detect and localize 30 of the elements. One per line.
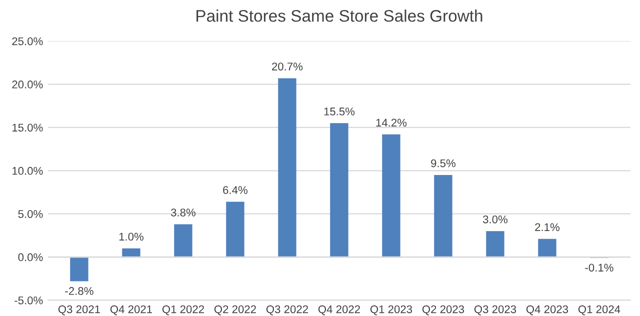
y-tick-label: 10.0%: [12, 166, 43, 175]
data-label: 6.4%: [223, 186, 248, 194]
x-tick-label: Q4 2022: [318, 305, 360, 316]
data-label: 3.8%: [170, 208, 196, 216]
data-label: 14.2%: [376, 118, 407, 127]
data-label: 3.0%: [482, 215, 508, 224]
x-tick-label: Q1 2022: [162, 305, 204, 316]
chart-title: Paint Stores Same Store Sales Growth: [196, 10, 482, 22]
y-tick-label: 5.0%: [18, 210, 43, 218]
data-label: 9.5%: [431, 159, 456, 168]
x-tick-label: Q4 2021: [110, 305, 152, 316]
data-label: -2.8%: [65, 287, 94, 295]
data-label: -0.1%: [585, 264, 614, 272]
y-tick-label: 15.0%: [12, 124, 43, 132]
data-label: 2.1%: [535, 223, 560, 232]
y-tick-label: 0.0%: [18, 253, 43, 262]
x-tick-label: Q4 2023: [526, 305, 568, 316]
x-tick-label: Q2 2022: [214, 305, 256, 316]
x-tick-label: Q1 2024: [578, 305, 620, 316]
y-tick-label: 25.0%: [12, 37, 43, 46]
x-tick-label: Q3 2021: [58, 305, 100, 316]
x-tick-label: Q3 2023: [474, 305, 516, 316]
x-tick-label: Q1 2023: [370, 305, 412, 316]
y-tick-label: -5.0%: [14, 296, 43, 304]
y-tick-label: 20.0%: [12, 80, 43, 88]
x-tick-label: Q3 2022: [266, 305, 308, 316]
x-tick-label: Q2 2023: [422, 305, 464, 316]
data-label: 20.7%: [272, 62, 303, 70]
data-label: 1.0%: [119, 232, 144, 241]
data-label: 15.5%: [324, 108, 355, 116]
